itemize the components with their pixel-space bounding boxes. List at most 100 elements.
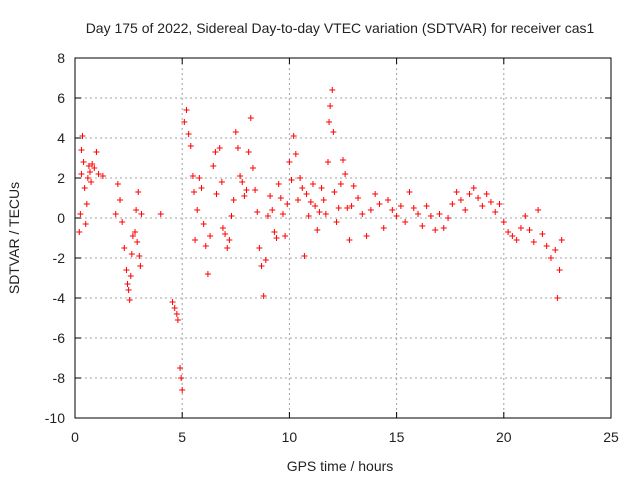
data-point xyxy=(346,237,353,243)
data-point xyxy=(318,185,325,191)
data-point xyxy=(284,201,291,207)
data-point xyxy=(522,213,529,219)
data-point xyxy=(273,235,280,241)
data-point xyxy=(213,191,220,197)
data-point xyxy=(305,213,312,219)
data-point xyxy=(91,165,98,171)
data-point xyxy=(260,293,267,299)
data-point xyxy=(330,129,337,135)
data-point xyxy=(216,145,223,151)
data-point xyxy=(84,175,91,181)
data-point xyxy=(78,171,85,177)
data-point xyxy=(303,191,310,197)
y-tick-label: 2 xyxy=(57,170,65,186)
data-point xyxy=(505,229,512,235)
data-point xyxy=(312,203,319,209)
data-point xyxy=(121,245,128,251)
data-point xyxy=(117,197,124,203)
x-tick-label: 15 xyxy=(389,429,405,445)
data-point xyxy=(449,201,456,207)
data-point xyxy=(204,271,211,277)
data-point xyxy=(509,233,516,239)
y-axis-label: SDTVAR / TECUs xyxy=(6,182,22,294)
data-point xyxy=(267,193,274,199)
data-point xyxy=(453,189,460,195)
data-point xyxy=(286,159,293,165)
data-point xyxy=(138,211,145,217)
y-tick-label: -10 xyxy=(45,410,65,426)
data-point xyxy=(222,231,229,237)
data-point xyxy=(157,211,164,217)
data-point xyxy=(126,297,133,303)
data-point xyxy=(77,211,84,217)
data-point xyxy=(81,185,88,191)
data-point xyxy=(181,119,188,125)
data-point xyxy=(271,229,278,235)
data-point xyxy=(192,237,199,243)
data-point xyxy=(258,263,265,269)
data-point xyxy=(282,233,289,239)
data-points xyxy=(76,87,565,393)
data-point xyxy=(210,163,217,169)
x-tick-label: 25 xyxy=(603,429,619,445)
data-point xyxy=(83,201,90,207)
data-point xyxy=(307,199,314,205)
data-point xyxy=(95,171,102,177)
data-point xyxy=(87,169,94,175)
data-point xyxy=(500,219,507,225)
data-point xyxy=(337,181,344,187)
data-point xyxy=(241,193,248,199)
data-point xyxy=(397,203,404,209)
data-point xyxy=(132,229,139,235)
data-point xyxy=(114,181,121,187)
data-point xyxy=(359,211,366,217)
data-point xyxy=(212,149,219,155)
data-point xyxy=(279,211,286,217)
data-point xyxy=(123,267,130,273)
data-point xyxy=(316,209,323,215)
plot-area xyxy=(74,57,612,419)
data-point xyxy=(136,253,143,259)
data-point xyxy=(440,225,447,231)
y-tick-label: -2 xyxy=(53,250,66,266)
data-point xyxy=(252,187,259,193)
data-point xyxy=(245,149,252,155)
data-point xyxy=(329,87,336,93)
y-tick-label: -8 xyxy=(53,370,66,386)
data-point xyxy=(171,305,178,311)
data-point xyxy=(297,175,304,181)
data-point xyxy=(85,163,92,169)
data-point xyxy=(558,237,565,243)
data-point xyxy=(179,387,186,393)
data-point xyxy=(224,245,231,251)
data-point xyxy=(324,159,331,165)
data-point xyxy=(385,197,392,203)
data-point xyxy=(277,195,284,201)
data-point xyxy=(530,239,537,245)
data-point xyxy=(226,237,233,243)
data-point xyxy=(93,149,100,155)
data-point xyxy=(99,173,106,179)
data-point xyxy=(290,133,297,139)
x-axis-label: GPS time / hours xyxy=(287,458,394,474)
data-point xyxy=(249,165,256,171)
data-point xyxy=(410,205,417,211)
data-point xyxy=(294,197,301,203)
data-point xyxy=(202,243,209,249)
data-point xyxy=(309,181,316,187)
x-tick-labels: 0 5 10 15 20 25 xyxy=(71,429,619,445)
data-point xyxy=(247,115,254,121)
data-point xyxy=(174,317,181,323)
data-point xyxy=(320,197,327,203)
data-point xyxy=(82,221,89,227)
data-point xyxy=(487,199,494,205)
data-point xyxy=(462,207,469,213)
y-tick-label: -6 xyxy=(53,330,66,346)
data-point xyxy=(228,213,235,219)
data-point xyxy=(333,219,340,225)
data-point xyxy=(230,197,237,203)
data-point xyxy=(128,251,135,257)
data-point xyxy=(288,177,295,183)
data-point xyxy=(169,299,176,305)
